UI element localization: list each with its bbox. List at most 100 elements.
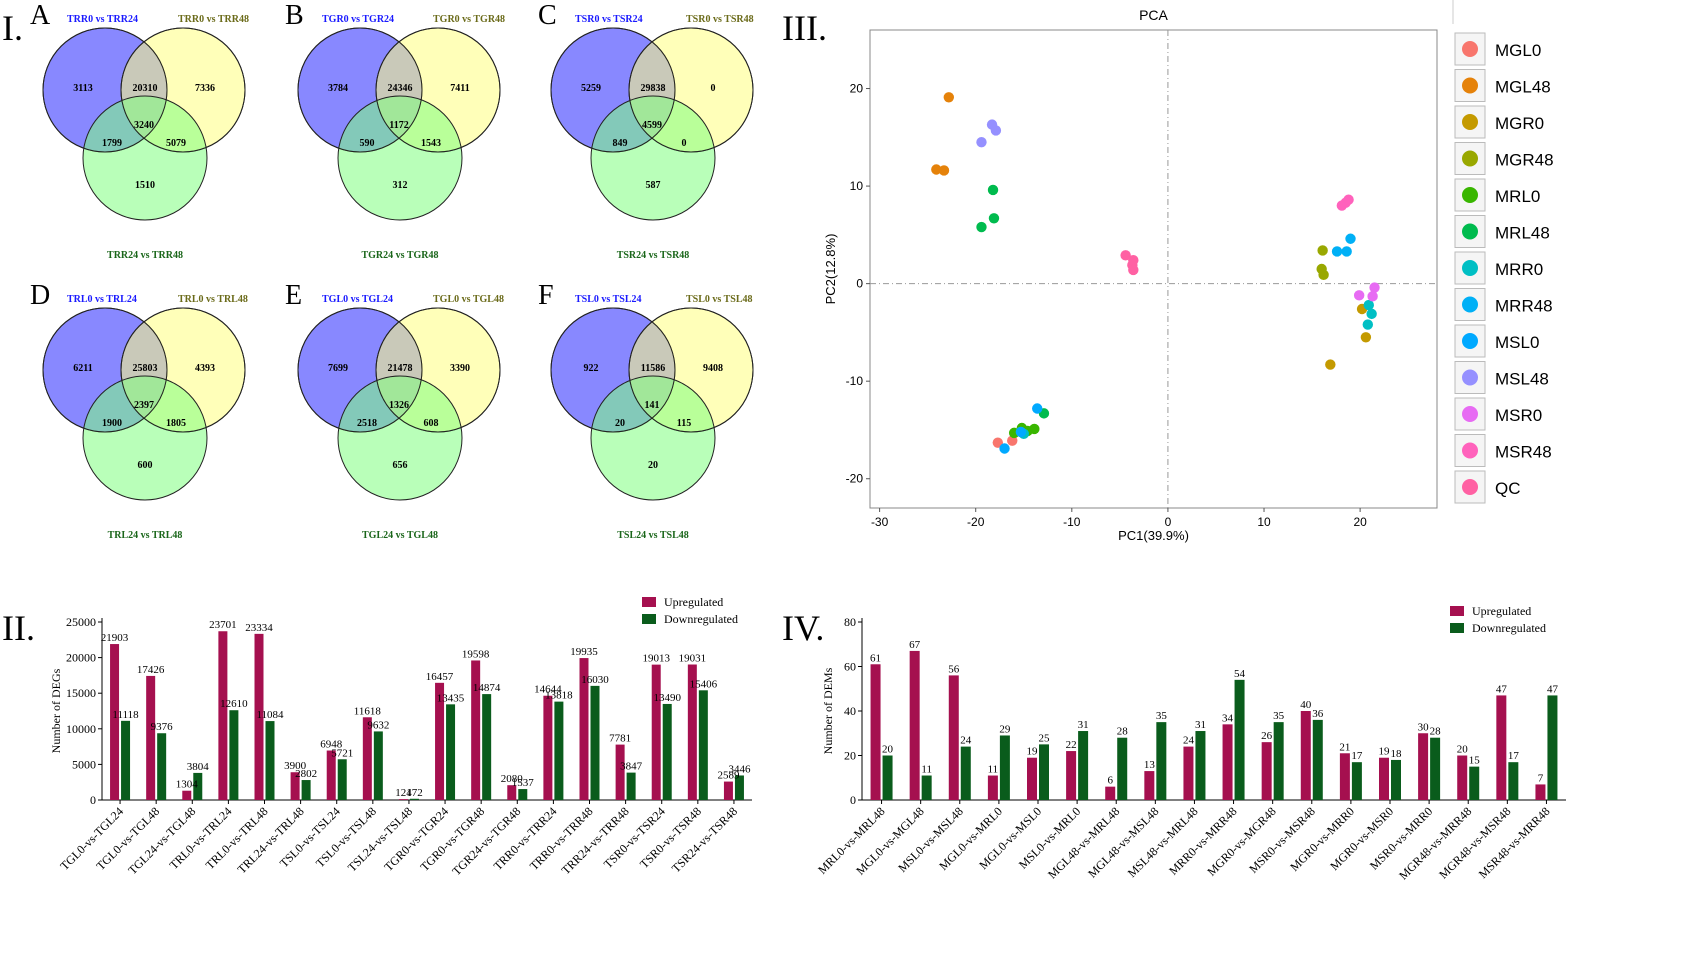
bar-downregulated [1351, 762, 1362, 800]
legend-key-box [1454, 32, 1486, 66]
venn-outline-a [42, 307, 168, 433]
y-tick-label: 0 [850, 793, 856, 807]
bar-upregulated [870, 664, 881, 800]
data-label-up: 22 [1066, 739, 1077, 751]
data-label-up: 6948 [320, 739, 343, 751]
venn-letter: E [285, 280, 302, 311]
venn-count-b-only: 3390 [450, 363, 470, 374]
bar-upregulated [290, 772, 300, 800]
data-label-up: 24 [1183, 735, 1195, 747]
legend-swatch-down [1450, 623, 1464, 633]
legend-label-up: Upregulated [1472, 604, 1531, 618]
venn-label-b: TRL0 vs TRL48 [178, 294, 248, 305]
bar-downregulated [882, 755, 893, 800]
venn-label-c: TSL24 vs TSL48 [617, 530, 689, 541]
point-mrr48 [1331, 246, 1343, 257]
bar-upregulated [687, 664, 697, 800]
data-label-up: 47 [1496, 683, 1508, 695]
data-label-up: 20 [1457, 744, 1469, 756]
venn-count-ac: 1900 [102, 418, 122, 429]
point-mgl48 [943, 92, 955, 103]
bar-downregulated [265, 721, 275, 800]
y-tick-label: 25000 [66, 615, 96, 629]
data-label-down: 3804 [187, 761, 210, 773]
y-tick-label: -20 [846, 472, 864, 486]
x-axis-label: PC1(39.9%) [1118, 528, 1189, 543]
y-tick-label: 10000 [66, 722, 96, 736]
bar-downregulated [301, 780, 311, 800]
data-label-up: 23701 [209, 619, 237, 631]
bar-downregulated [518, 789, 528, 800]
legend-key-mgl0 [1462, 41, 1478, 57]
point-msl48 [990, 125, 1002, 136]
venn-outline-a [297, 307, 423, 433]
point-mrr0 [1362, 319, 1374, 330]
legend-label: MSL48 [1495, 370, 1549, 389]
venn-count-a-only: 922 [584, 363, 599, 374]
bar-upregulated [1261, 742, 1272, 800]
data-label-down: 31 [1195, 719, 1206, 731]
x-tick-label: MGL0-vs-MGL48 [853, 804, 927, 878]
panel-label-I: I. [2, 8, 23, 48]
venn-panel-e: E TGL0 vs TGL24 TGL0 vs TGL48 TGL24 vs TGL4… [285, 280, 504, 541]
venn-count-b-only: 7336 [195, 83, 215, 94]
legend-label: QC [1495, 479, 1521, 498]
legend-key-mrr48 [1462, 296, 1478, 313]
legend-label: MRR48 [1495, 297, 1553, 316]
bar-downregulated [373, 731, 383, 800]
bar-upregulated [543, 695, 553, 800]
bar-upregulated [651, 664, 661, 800]
legend-key-box [1454, 178, 1486, 212]
bar-upregulated [1300, 711, 1311, 800]
x-tick-label: MGR0-vs-MGR48 [1204, 804, 1278, 878]
data-label-down: 13818 [545, 690, 573, 702]
venn-letter: F [538, 280, 554, 311]
data-label-up: 2589 [717, 770, 740, 782]
data-label-down: 12610 [220, 698, 248, 710]
venn-label-b: TSL0 vs TSL48 [686, 294, 753, 305]
x-tick-label: -20 [967, 515, 985, 529]
venn-count-c-only: 600 [138, 460, 153, 471]
bar-upregulated [326, 750, 336, 800]
bar-downregulated [554, 701, 564, 800]
x-tick-label: TSL24-vs-TSL48 [345, 804, 415, 874]
point-msr0 [1367, 291, 1378, 302]
venn-count-bc: 0 [682, 138, 687, 149]
bar-downregulated [921, 775, 932, 800]
point-msr48 [1343, 194, 1354, 205]
x-tick-label: TRR0-vs-TRR24 [491, 804, 560, 873]
data-label-down: 3446 [728, 763, 751, 775]
data-label-up: 11618 [354, 705, 382, 717]
data-label-down: 54 [1234, 668, 1246, 680]
point-mrr48 [1345, 233, 1356, 244]
bar-upregulated [182, 790, 192, 800]
data-label-up: 6 [1107, 775, 1113, 787]
legend-key-mrl0 [1462, 187, 1478, 203]
venn-letter: A [30, 0, 51, 31]
bar-downregulated [409, 798, 419, 800]
venn-outline-b [375, 307, 501, 433]
bar-downregulated [1312, 719, 1323, 800]
bar-downregulated [1234, 679, 1245, 800]
bar-downregulated [590, 685, 600, 800]
point-msl48 [976, 136, 987, 148]
bar-downregulated [193, 772, 203, 800]
data-label-up: 67 [909, 639, 921, 651]
y-tick-label: 60 [844, 660, 856, 674]
venn-label-b: TGL0 vs TGL48 [433, 294, 504, 305]
y-axis-label: Number of DEGs [49, 668, 63, 753]
point-mrr0 [1366, 308, 1377, 320]
data-label-down: 47 [1547, 683, 1559, 695]
venn-outline-a [297, 27, 423, 153]
data-label-down: 31 [1078, 719, 1089, 731]
bar-downregulated [1547, 695, 1558, 800]
data-label-up: 17426 [137, 664, 165, 676]
venn-count-ac: 1799 [102, 138, 122, 149]
venn-panel-b: B TGR0 vs TGR24 TGR0 vs TGR48 TGR24 vs TGR4… [285, 0, 505, 261]
venn-outline-b [375, 27, 501, 153]
venn-label-a: TGL0 vs TGL24 [322, 294, 393, 305]
x-tick-label: MGL48-vs-MSL48 [1085, 804, 1161, 880]
venn-count-abc: 2397 [134, 400, 154, 411]
legend-key-mrl48 [1462, 223, 1478, 240]
data-label-down: 18 [1391, 748, 1403, 760]
